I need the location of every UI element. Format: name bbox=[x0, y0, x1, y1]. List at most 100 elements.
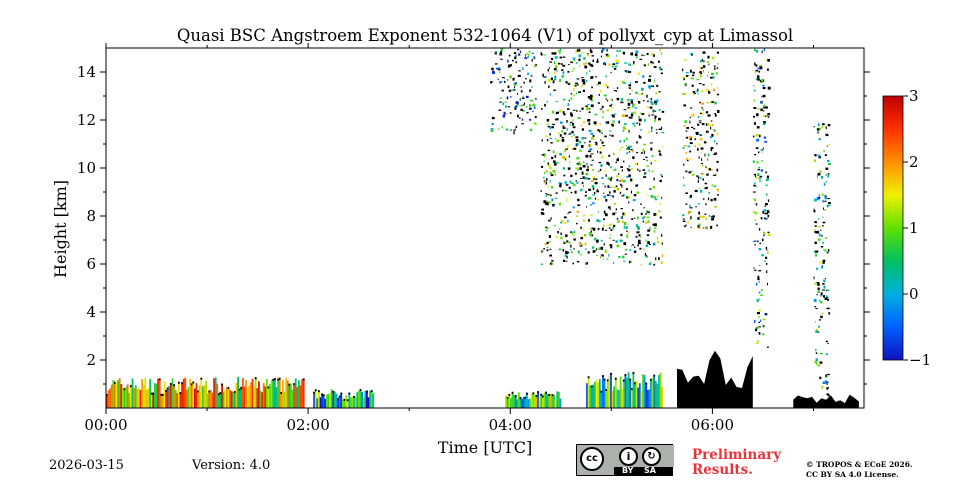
heatmap-cell bbox=[754, 71, 756, 74]
heatmap-cell bbox=[594, 197, 597, 200]
heatmap-cell bbox=[827, 296, 829, 298]
heatmap-cell bbox=[758, 309, 761, 312]
heatmap-cell bbox=[753, 267, 755, 269]
heatmap-cell bbox=[756, 138, 760, 142]
heatmap-cell bbox=[168, 385, 171, 408]
heatmap-cell bbox=[698, 156, 700, 159]
heatmap-cell bbox=[587, 376, 590, 379]
heatmap-cell bbox=[701, 58, 703, 62]
heatmap-cell bbox=[600, 390, 603, 393]
heatmap-cell bbox=[823, 207, 824, 210]
heatmap-cell bbox=[133, 388, 135, 408]
heatmap-cell bbox=[685, 192, 688, 194]
heatmap-cell bbox=[705, 227, 708, 229]
heatmap-cell bbox=[591, 55, 594, 57]
heatmap-cell bbox=[555, 236, 557, 239]
heatmap-cell bbox=[577, 198, 580, 202]
heatmap-cell bbox=[758, 326, 760, 329]
heatmap-cell bbox=[586, 383, 588, 408]
heatmap-cell bbox=[588, 188, 591, 191]
heatmap-cell bbox=[622, 379, 625, 382]
heatmap-cell bbox=[650, 60, 653, 64]
heatmap-cell bbox=[712, 124, 714, 127]
heatmap-cell bbox=[194, 388, 196, 408]
heatmap-cell bbox=[591, 137, 594, 140]
heatmap-cell bbox=[578, 48, 581, 52]
heatmap-cell bbox=[543, 54, 546, 56]
heatmap-cell bbox=[562, 71, 565, 73]
heatmap-cell bbox=[589, 63, 593, 67]
heatmap-cell bbox=[602, 375, 604, 408]
heatmap-cell bbox=[174, 390, 177, 408]
heatmap-cell bbox=[700, 163, 704, 165]
heatmap-cell bbox=[571, 232, 573, 236]
heatmap-cell bbox=[575, 50, 577, 53]
heatmap-cell bbox=[547, 162, 549, 165]
heatmap-cell bbox=[540, 53, 543, 56]
heatmap-cell bbox=[626, 152, 629, 154]
heatmap-cell bbox=[541, 108, 543, 110]
heatmap-cell bbox=[767, 113, 771, 116]
heatmap-cell bbox=[598, 93, 600, 96]
heatmap-cell bbox=[612, 63, 616, 65]
heatmap-cell bbox=[588, 62, 591, 65]
heatmap-cell bbox=[635, 224, 638, 227]
heatmap-cell bbox=[716, 132, 719, 136]
heatmap-cell bbox=[522, 97, 525, 99]
heatmap-cell bbox=[711, 218, 714, 221]
heatmap-cell bbox=[661, 175, 663, 178]
heatmap-cell bbox=[555, 62, 557, 66]
heatmap-cell bbox=[634, 382, 636, 385]
heatmap-cell bbox=[620, 166, 624, 168]
heatmap-cell bbox=[705, 166, 707, 169]
heatmap-cell bbox=[623, 109, 627, 111]
heatmap-cell bbox=[583, 185, 584, 188]
heatmap-cell bbox=[658, 91, 661, 93]
heatmap-cell bbox=[653, 110, 657, 112]
heatmap-cell bbox=[753, 122, 756, 125]
heatmap-cell bbox=[246, 388, 249, 408]
heatmap-cell bbox=[302, 378, 305, 381]
heatmap-cell bbox=[827, 373, 830, 376]
heatmap-cell bbox=[600, 390, 603, 408]
heatmap-cell bbox=[638, 101, 641, 104]
copyright-line-2: CC BY SA 4.0 License. bbox=[806, 470, 899, 479]
heatmap-cell bbox=[623, 82, 626, 84]
heatmap-cell bbox=[566, 255, 568, 259]
heatmap-cell bbox=[586, 163, 588, 165]
heatmap-cell bbox=[628, 130, 630, 133]
heatmap-cell bbox=[562, 125, 564, 127]
heatmap-cell bbox=[701, 90, 704, 93]
heatmap-cell bbox=[699, 134, 702, 136]
x-tick-label: 06:00 bbox=[691, 416, 734, 434]
heatmap-cell bbox=[598, 247, 601, 251]
heatmap-cell bbox=[633, 250, 637, 253]
heatmap-cell bbox=[763, 209, 767, 212]
heatmap-cell bbox=[654, 160, 657, 162]
heatmap-cell bbox=[630, 99, 633, 102]
heatmap-cell bbox=[359, 389, 362, 392]
heatmap-cell bbox=[620, 101, 624, 104]
heatmap-cell bbox=[555, 118, 559, 121]
heatmap-cell bbox=[491, 67, 494, 71]
heatmap-cell bbox=[575, 179, 577, 182]
heatmap-cell bbox=[313, 391, 315, 394]
heatmap-cell bbox=[621, 184, 623, 188]
heatmap-cell bbox=[819, 295, 823, 297]
heatmap-cell bbox=[576, 156, 580, 160]
heatmap-cell bbox=[701, 107, 703, 109]
heatmap-cell bbox=[760, 217, 763, 220]
heatmap-cell bbox=[824, 297, 828, 300]
heatmap-cell bbox=[222, 391, 225, 408]
heatmap-cell bbox=[710, 198, 713, 202]
heatmap-cell bbox=[646, 220, 648, 223]
heatmap-cell bbox=[353, 396, 355, 398]
heatmap-cell bbox=[570, 174, 573, 177]
heatmap-cell bbox=[612, 239, 615, 241]
heatmap-cell bbox=[529, 118, 532, 121]
heatmap-cell bbox=[117, 380, 119, 408]
heatmap-cell bbox=[586, 107, 589, 111]
heatmap-cell bbox=[572, 57, 576, 60]
heatmap-cell bbox=[584, 142, 586, 144]
heatmap-cell bbox=[634, 382, 636, 408]
